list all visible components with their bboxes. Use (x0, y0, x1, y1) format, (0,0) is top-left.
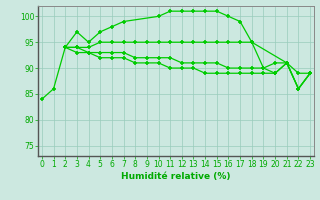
X-axis label: Humidité relative (%): Humidité relative (%) (121, 172, 231, 181)
